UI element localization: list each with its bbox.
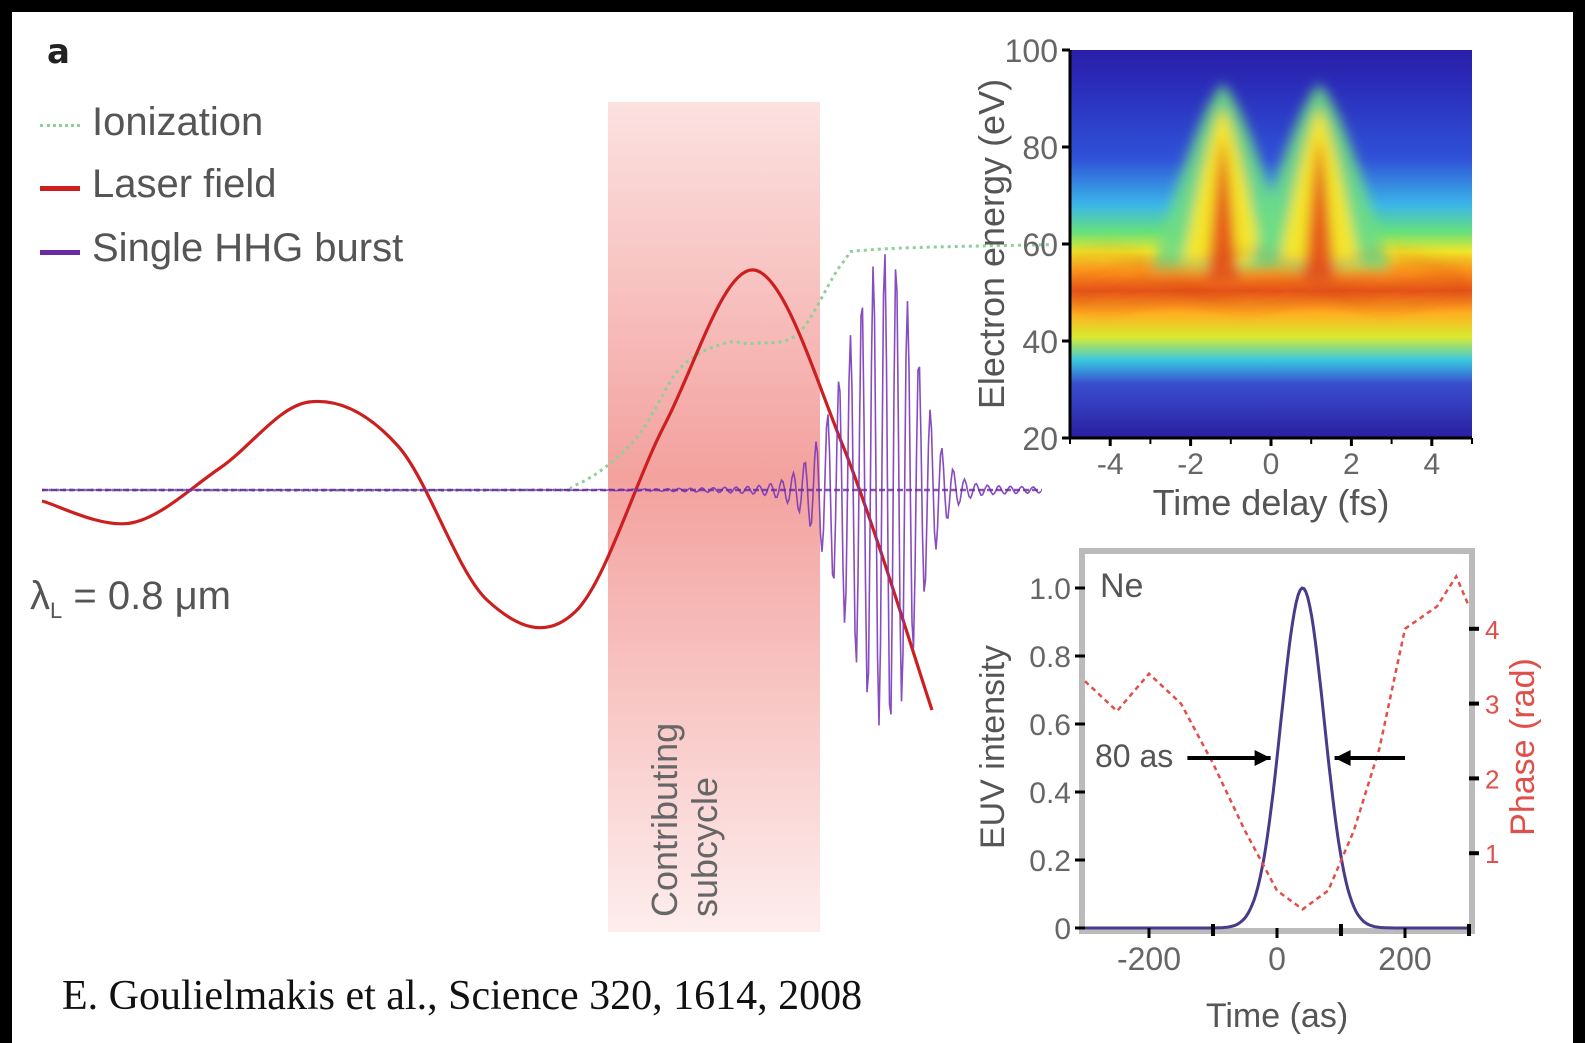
pulse-chart: 0 0.2 0.4 0.6 0.8 1.0 1 2 3 4 -200 0 200 Ne 80 as Ti… <box>974 548 1542 1035</box>
spectrogram-x-tick-label: 0 <box>1263 448 1280 481</box>
subcycle-label: Contributing subcycle <box>644 723 725 917</box>
pulse-y-tick-label: 0.6 <box>1029 709 1071 742</box>
fwhm-arrowhead-left <box>1254 750 1271 766</box>
fwhm-arrowhead-right <box>1334 750 1351 766</box>
laser-field-curve <box>41 268 934 711</box>
pulse-y-tick-label: 0.2 <box>1029 845 1071 878</box>
peak-core-1 <box>1303 137 1336 283</box>
spectrogram-x-tick-label: 2 <box>1343 448 1360 481</box>
pulse-y-tick-label: 0.8 <box>1029 641 1071 674</box>
pulse-x-label: Time (as) <box>1206 997 1348 1035</box>
legend-label: Single HHG burst <box>92 226 404 270</box>
spectrogram-peaks <box>1070 83 1471 310</box>
phase-curve <box>1084 573 1471 911</box>
main-waveform-chart: Contributing subcycle <box>41 102 1051 932</box>
ridge-line-0 <box>1070 294 1471 310</box>
citation: E. Goulielmakis et al., Science 320, 161… <box>62 973 863 1019</box>
spectrogram-y-tick-label: 100 <box>1005 33 1058 69</box>
subcycle-label-line1: Contributing <box>644 723 685 917</box>
ridge-line-3 <box>1070 251 1471 266</box>
pulse-y2-tick-label: 3 <box>1485 690 1499 720</box>
spectrogram-x-label: Time delay (fs) <box>1153 482 1390 523</box>
pulse-width-annotation: 80 as <box>1095 738 1173 774</box>
pulse-y-label: EUV intensity <box>974 645 1012 849</box>
pulse-plot-frame <box>1079 548 1475 934</box>
pulse-y2-tick-label: 1 <box>1485 839 1499 869</box>
spectrogram-y-tick-label: 20 <box>1022 421 1058 457</box>
legend-label: Ionization <box>92 100 264 144</box>
pulse-x-tick-label: 200 <box>1378 941 1431 977</box>
spectrogram-chart: 20 40 60 80 100 -4 -2 0 2 4 Time delay (fs) Elect… <box>971 33 1473 523</box>
hhg-burst <box>42 254 1042 726</box>
figure-panel: a Ionization Laser field Single HHG burs… <box>12 12 1573 1043</box>
subcycle-label-line2: subcycle <box>684 777 725 917</box>
lambda-value: = 0.8 μm <box>73 574 231 618</box>
ridge-line-2 <box>1070 265 1471 281</box>
pulse-content: 0 0.2 0.4 0.6 0.8 1.0 1 2 3 4 -200 0 200 <box>1029 573 1499 977</box>
peak-core-0 <box>1206 137 1239 283</box>
spectrogram-x-tick-label: 4 <box>1423 448 1440 481</box>
spectrogram-x-tick-label: -2 <box>1177 448 1204 481</box>
legend-label: Laser field <box>92 162 277 206</box>
spectrogram-axes: 20 40 60 80 100 -4 -2 0 2 4 <box>1005 33 1473 481</box>
pulse-y2-tick-label: 4 <box>1485 615 1499 645</box>
laser-swatch <box>40 186 80 191</box>
ionization-swatch <box>40 124 80 127</box>
spectrogram-y-tick-label: 40 <box>1022 324 1058 360</box>
pulse-y-tick-label: 1.0 <box>1029 573 1071 606</box>
spectrogram-y-tick-label: 80 <box>1022 130 1058 166</box>
spectrogram-x-tick-label: -4 <box>1097 448 1124 481</box>
pulse-species-label: Ne <box>1100 567 1143 605</box>
pulse-x-tick-label: 0 <box>1268 941 1286 977</box>
pulse-y-tick-label: 0.4 <box>1029 777 1071 810</box>
hhg-swatch <box>40 250 80 255</box>
pulse-y2-label: Phase (rad) <box>1504 658 1542 836</box>
pulse-y2-tick-label: 2 <box>1485 764 1499 794</box>
wavelength-label: λL = 0.8 μm <box>30 574 231 624</box>
subcycle-shade <box>608 102 820 932</box>
panel-letter: a <box>47 32 70 72</box>
lambda-subscript: L <box>50 598 63 623</box>
lambda-symbol: λ <box>30 574 50 618</box>
spectrogram-y-tick-label: 60 <box>1022 227 1058 263</box>
pulse-x-tick-label: -200 <box>1117 941 1181 977</box>
spectrogram-y-label: Electron energy (eV) <box>971 79 1012 409</box>
pulse-y-tick-label: 0 <box>1054 913 1071 946</box>
ridge-line-1 <box>1070 280 1471 296</box>
